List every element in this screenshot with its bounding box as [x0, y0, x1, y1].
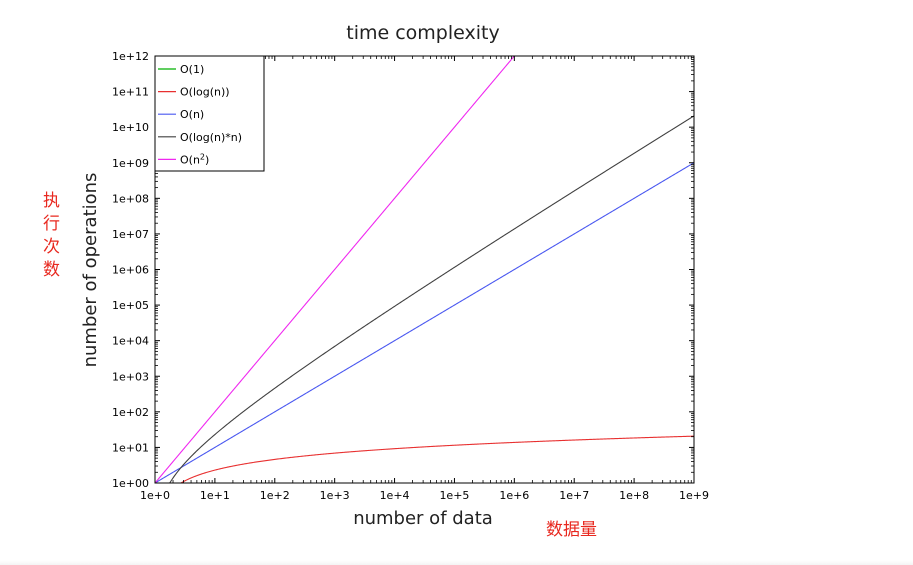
series-line-4 [155, 56, 516, 483]
legend-label: O(log(n)) [180, 86, 230, 99]
chinese-y-char: 执 [43, 191, 60, 211]
y-tick-label: 1e+01 [112, 441, 149, 454]
x-tick-label: 1e+6 [499, 489, 529, 502]
y-tick-label: 1e+10 [112, 121, 149, 134]
y-tick-label: 1e+08 [112, 192, 149, 205]
chinese-y-annotation: 执 行 次 数 [43, 193, 63, 285]
chinese-y-char: 次 [43, 237, 60, 257]
x-tick-label: 1e+4 [380, 489, 410, 502]
legend-label: O(n2) [180, 152, 209, 166]
series-line-1 [179, 435, 694, 483]
y-tick-label: 1e+02 [112, 406, 149, 419]
x-tick-label: 1e+9 [679, 489, 709, 502]
x-tick-label: 1e+7 [559, 489, 589, 502]
x-tick-label: 1e+1 [200, 489, 230, 502]
legend-label: O(log(n)*n) [180, 131, 242, 144]
axes-layer: 1e+0 1e+1 1e+2 1e+3 1e+4 1e+5 1e+6 1e+7 1e+8 1e+9… [112, 50, 709, 502]
series-layer [155, 56, 694, 483]
y-tick-label: 1e+07 [112, 228, 149, 241]
x-tick-label: 1e+3 [320, 489, 350, 502]
y-axis-label: number of operations [80, 173, 101, 368]
y-tick-label: 1e+04 [112, 335, 149, 348]
chinese-y-char: 行 [43, 214, 60, 234]
chinese-y-char: 数 [43, 260, 60, 280]
y-tick-label: 1e+05 [112, 299, 149, 312]
legend: O(1) O(log(n)) O(n) O(log(n)*n) O(n2) [154, 55, 265, 172]
x-tick-label: 1e+2 [260, 489, 290, 502]
x-axis-label: number of data [353, 508, 493, 529]
y-tick-label: 1e+06 [112, 264, 149, 277]
series-line-3 [169, 115, 694, 483]
series-line-2 [155, 162, 694, 483]
y-tick-label: 1e+11 [112, 86, 149, 99]
cropped-caption-strip [0, 560, 913, 565]
y-tick-label: 1e+03 [112, 370, 149, 383]
legend-box [154, 55, 265, 172]
x-tick-label: 1e+8 [619, 489, 649, 502]
chinese-x-annotation: 数据量 [546, 520, 597, 540]
chart-title: time complexity [346, 22, 499, 44]
legend-label: O(1) [180, 63, 204, 76]
x-tick-label: 1e+5 [439, 489, 469, 502]
x-tick-label: 1e+0 [140, 489, 170, 502]
legend-label: O(n) [180, 108, 204, 121]
y-tick-label: 1e+09 [112, 157, 149, 170]
y-tick-label: 1e+12 [112, 50, 149, 63]
y-tick-label: 1e+00 [112, 477, 149, 490]
